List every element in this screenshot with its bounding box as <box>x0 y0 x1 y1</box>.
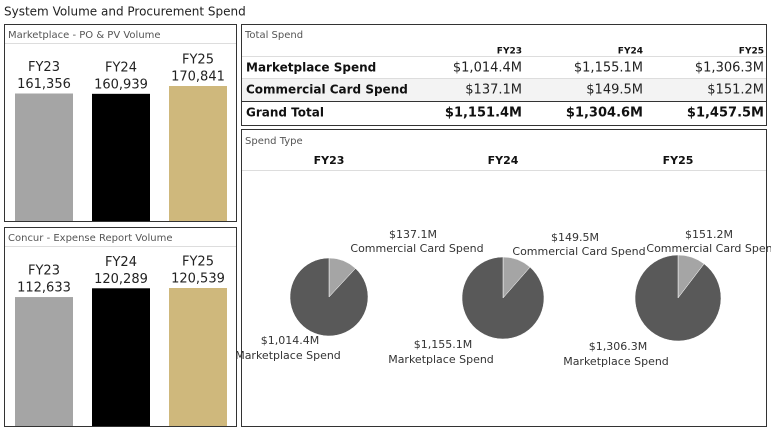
panel <box>241 129 767 427</box>
category-label: Marketplace Spend <box>235 349 341 362</box>
panel <box>241 24 767 126</box>
table-cell: $1,155.1M <box>574 61 643 76</box>
x-tick-label: FY23 <box>28 60 60 75</box>
table-cell: $1,151.4M <box>445 106 522 121</box>
data-label: $137.1M <box>389 228 437 241</box>
panel-title: Spend Type <box>245 136 303 147</box>
column-header: FY23 <box>497 47 522 57</box>
data-label: 161,356 <box>17 77 71 92</box>
pie-title: FY25 <box>663 154 694 167</box>
table-cell: $137.1M <box>465 83 522 98</box>
pie-title: FY23 <box>314 154 345 167</box>
column-header: FY24 <box>618 47 643 57</box>
table-cell: $1,014.4M <box>453 61 522 76</box>
row-label: Marketplace Spend <box>246 61 376 75</box>
pie-title: FY24 <box>488 154 519 167</box>
data-label: $149.5M <box>551 231 599 244</box>
x-tick-label: FY25 <box>182 53 214 68</box>
table-cell: $1,457.5M <box>687 106 764 121</box>
bar <box>15 93 73 221</box>
x-tick-label: FY24 <box>105 255 137 270</box>
data-label: $1,306.3M <box>589 340 647 353</box>
data-label: 170,841 <box>171 70 225 85</box>
x-tick-label: FY25 <box>182 255 214 270</box>
data-label: $1,014.4M <box>261 334 319 347</box>
row-band <box>242 79 766 101</box>
x-tick-label: FY23 <box>28 264 60 279</box>
category-label: Commercial Card Spend <box>646 242 771 255</box>
panel-title: Marketplace - PO & PV Volume <box>8 30 161 41</box>
bar <box>92 93 150 221</box>
dashboard-title: System Volume and Procurement Spend <box>4 5 246 19</box>
data-label: 112,633 <box>17 281 71 296</box>
table-cell: $1,304.6M <box>566 106 643 121</box>
panel <box>4 227 237 427</box>
panel-title: Concur - Expense Report Volume <box>8 233 173 244</box>
panel <box>4 24 237 222</box>
category-label: Marketplace Spend <box>563 355 669 368</box>
pie-slice <box>461 256 545 340</box>
bar <box>169 86 227 221</box>
data-label: $1,155.1M <box>414 338 472 351</box>
table-cell: $151.2M <box>707 83 764 98</box>
row-label: Commercial Card Spend <box>246 83 408 97</box>
data-label: 160,939 <box>94 77 148 92</box>
data-label: $151.2M <box>685 228 733 241</box>
data-label: 120,539 <box>171 272 225 287</box>
bar <box>92 288 150 426</box>
row-label: Grand Total <box>246 106 324 120</box>
bar <box>169 288 227 426</box>
x-tick-label: FY24 <box>105 60 137 75</box>
category-label: Commercial Card Spend <box>512 245 645 258</box>
bar <box>15 297 73 426</box>
panel-title: Total Spend <box>244 30 303 41</box>
column-header: FY25 <box>739 47 764 57</box>
table-cell: $149.5M <box>586 83 643 98</box>
pie-slice <box>634 254 722 342</box>
pie-slice <box>289 257 369 337</box>
category-label: Marketplace Spend <box>388 353 494 366</box>
table-cell: $1,306.3M <box>695 61 764 76</box>
category-label: Commercial Card Spend <box>350 242 483 255</box>
data-label: 120,289 <box>94 272 148 287</box>
